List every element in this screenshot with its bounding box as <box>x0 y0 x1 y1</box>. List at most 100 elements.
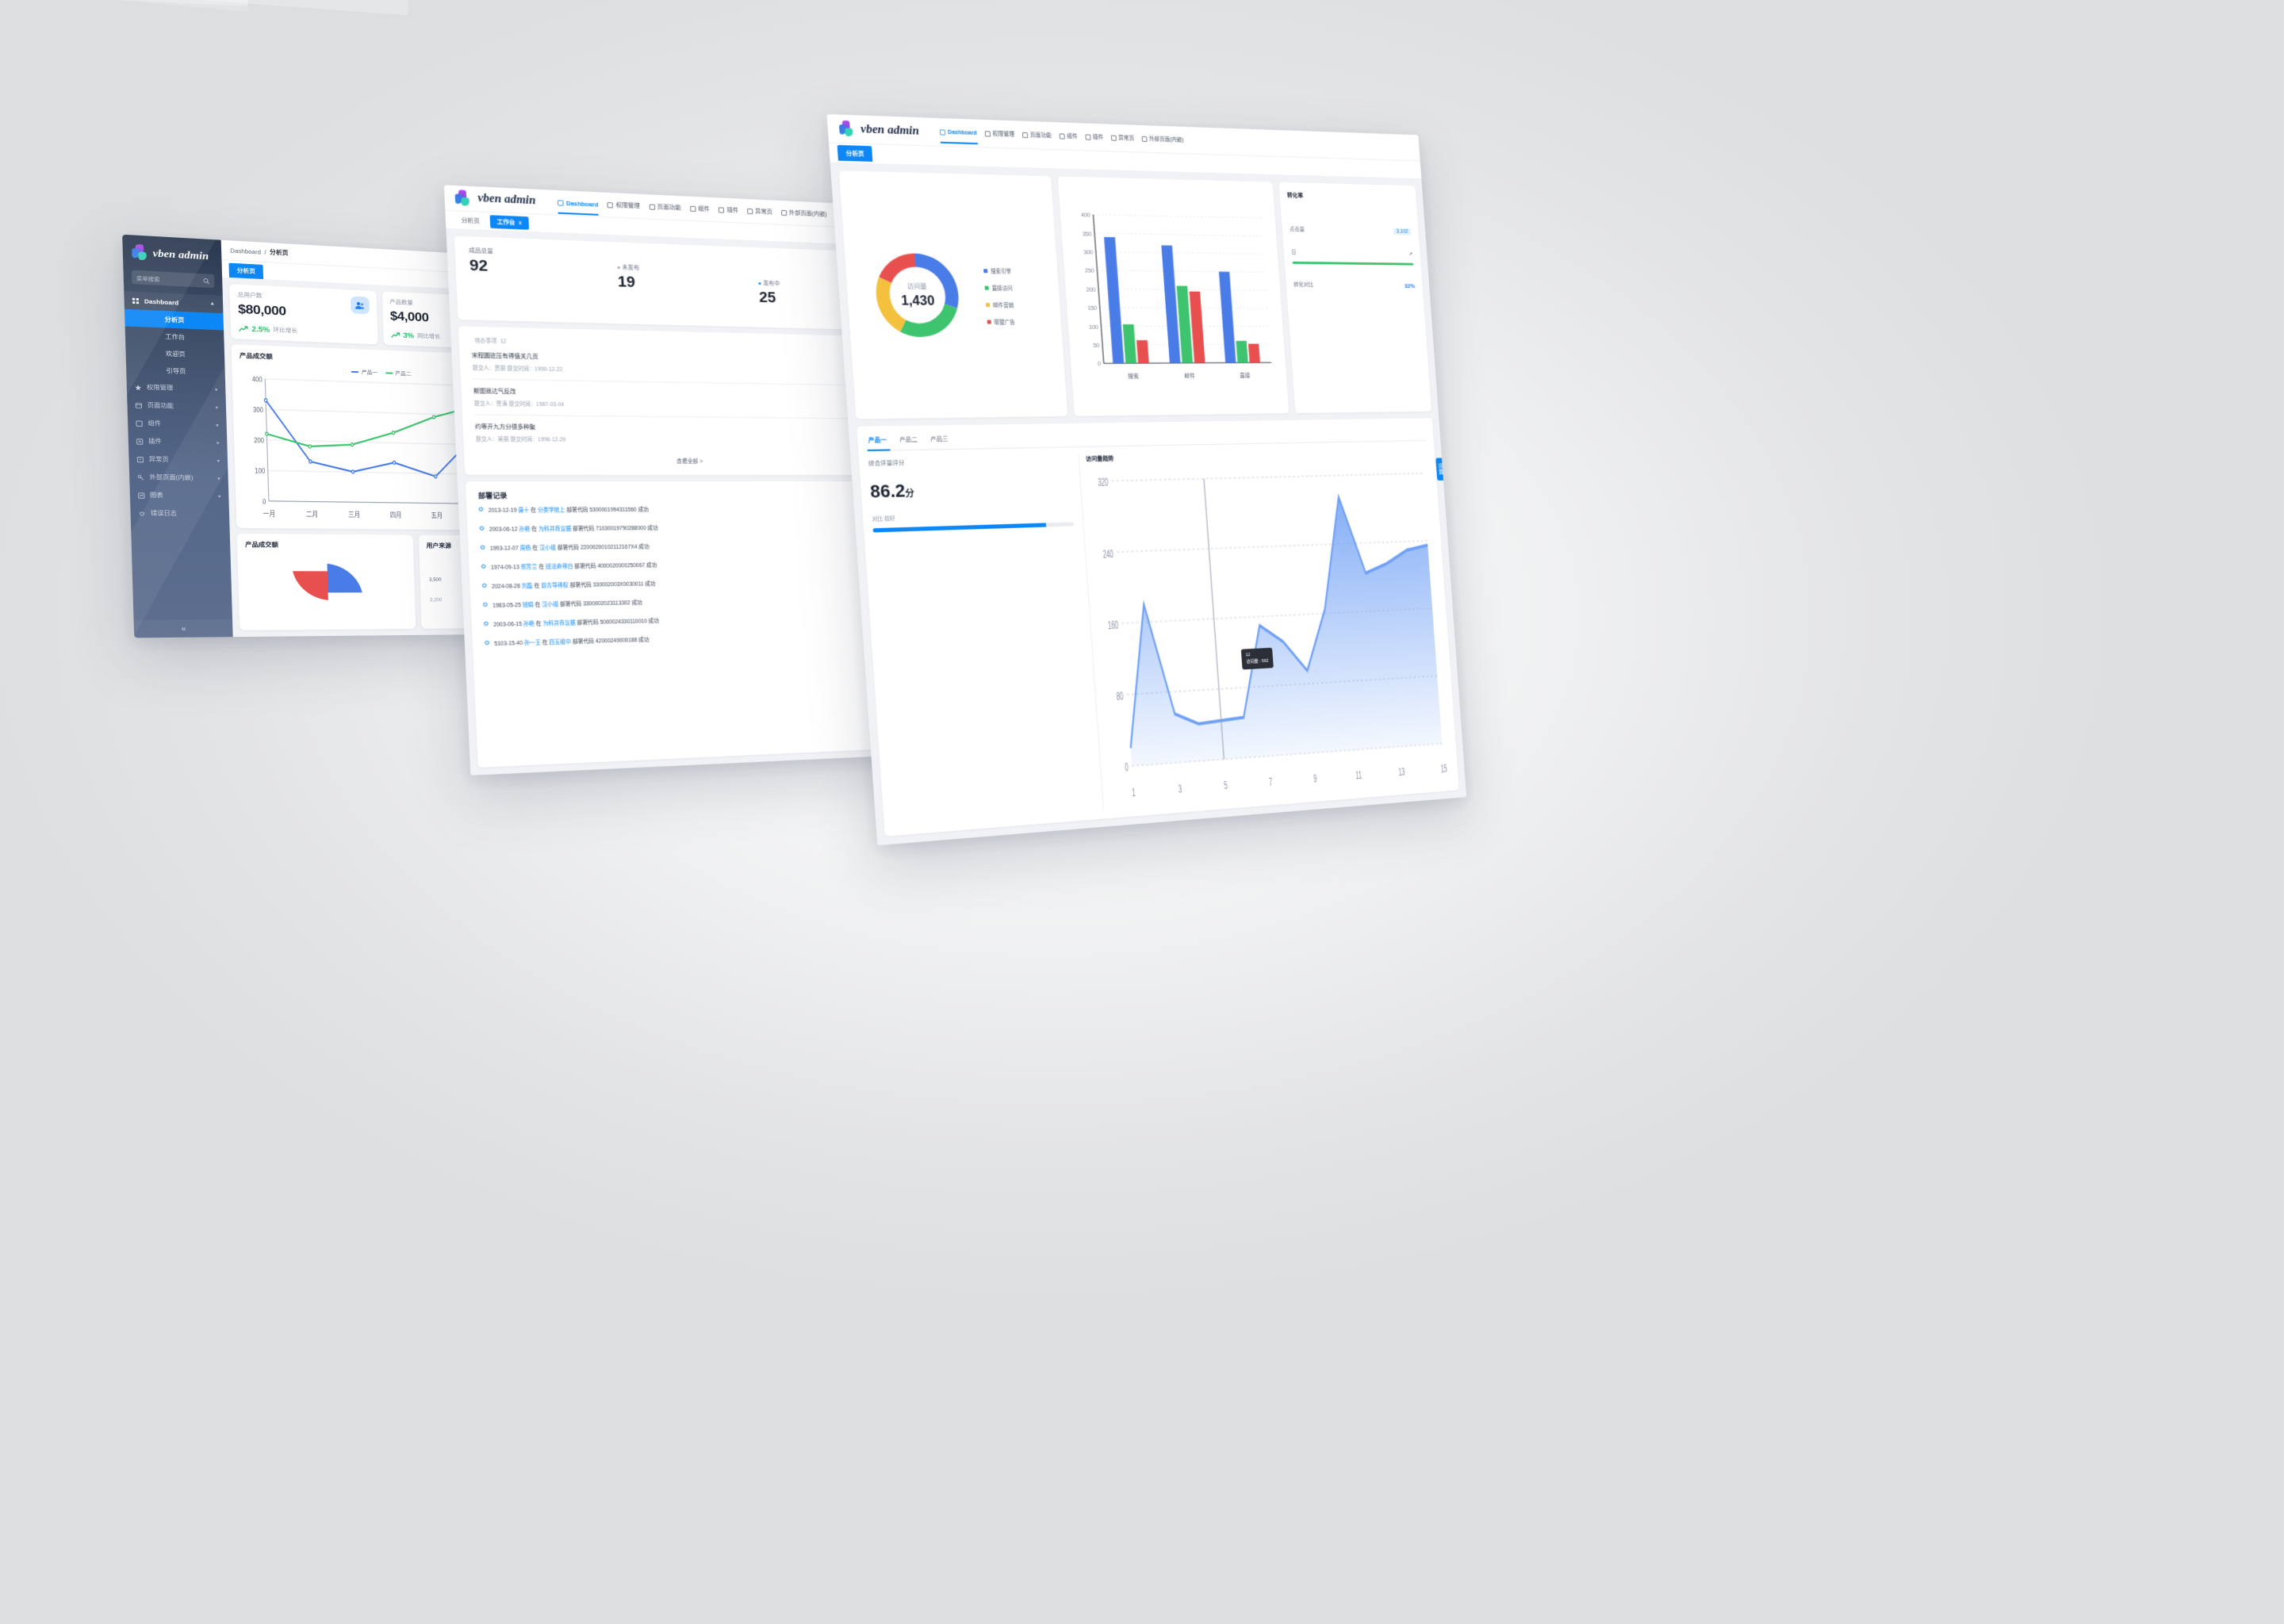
nav-item-components[interactable]: 组件 <box>689 205 711 213</box>
score-title: 综合评量评分 <box>868 458 905 467</box>
nav-item-plugins[interactable]: 插件 <box>719 205 738 214</box>
progress-bar <box>872 522 1074 533</box>
status-dot <box>482 602 488 607</box>
svg-text:50: 50 <box>1094 343 1100 349</box>
svg-text:11: 11 <box>1355 768 1362 782</box>
nav-item-iframe[interactable]: 外部页面(内嵌) <box>1141 135 1184 144</box>
settings-drawer-handle[interactable]: 设置 <box>1435 458 1445 481</box>
svg-text:250: 250 <box>1085 269 1094 274</box>
sidebar-group-dashboard[interactable]: Dashboard ▲ <box>124 290 224 314</box>
sidebar-logo[interactable]: vben admin <box>122 235 222 273</box>
sidebar-collapse-button[interactable]: « <box>133 619 233 638</box>
svg-text:400: 400 <box>252 375 263 384</box>
legend-item[interactable]: 搜索引擎 <box>983 266 1011 274</box>
metric-value: 3,102 <box>1393 228 1412 236</box>
status-dot <box>479 526 485 530</box>
sidebar-item-guide[interactable]: 引导页 <box>126 361 225 381</box>
sidebar-item-exception[interactable]: 异常页 ▾ <box>128 450 228 469</box>
tab-analysis[interactable]: 分析页 <box>837 144 873 162</box>
kpi-percent: 3% <box>403 331 415 340</box>
nav-item-dashboard[interactable]: Dashboard <box>558 199 599 208</box>
chevron-up-icon: ▲ <box>209 301 216 307</box>
nav-item-plugins[interactable]: 插件 <box>1085 132 1104 141</box>
star-icon <box>135 384 142 390</box>
window-analysis-full: vben admin Dashboard 权限管理 页面功能 组件 插件 异常页… <box>826 113 1467 846</box>
svg-text:访问量: 访问量 <box>907 282 928 291</box>
sidebar-item-charts[interactable]: 图表 ▾ <box>130 486 229 505</box>
chevron-down-icon: ▾ <box>217 494 221 500</box>
conversion-card: 转化率 点击量 3,102 日 ↗ 转化对比 32% <box>1278 182 1432 413</box>
svg-text:1: 1 <box>1131 785 1136 799</box>
sidebar-item-components[interactable]: 组件 ▾ <box>128 414 227 435</box>
sidebar-item-workbench[interactable]: 工作台 <box>125 326 224 347</box>
tab-analysis[interactable]: 分析页 <box>461 217 480 224</box>
nav-item-permission[interactable]: 权限管理 <box>984 129 1014 138</box>
kpi-foot: 同比增长 <box>417 333 441 340</box>
search-input[interactable]: 菜单搜索 <box>131 270 215 289</box>
sidebar-item-page-features[interactable]: 页面功能 ▾ <box>127 396 226 416</box>
tab-product-1[interactable]: 产品一 <box>868 435 887 444</box>
tab-analysis[interactable]: 分析页 <box>228 262 264 280</box>
svg-text:150: 150 <box>1087 306 1097 312</box>
svg-text:240: 240 <box>1102 546 1114 561</box>
window-analysis-dashboard: vben admin 菜单搜索 Dashboard ▲ 分析页 工作台 欢迎页 … <box>122 234 538 638</box>
sidebar-item-error-log[interactable]: 错误日志 <box>130 504 229 523</box>
svg-text:搜索: 搜索 <box>1128 372 1139 379</box>
svg-text:0: 0 <box>263 497 266 506</box>
card-title: 转化率 <box>1286 191 1304 199</box>
sidebar-item-label: 插件 <box>148 437 162 446</box>
sidebar-item-plugins[interactable]: 插件 ▾ <box>128 432 228 452</box>
top-navigation: vben admin Dashboard 权限管理 页面功能 组件 插件 异常页… <box>0 0 408 16</box>
sidebar-item-welcome[interactable]: 欢迎页 <box>125 343 224 364</box>
window-reflection: vben admin 菜单搜索 Dashboard ▲ 分析页 工作台 欢迎页 … <box>0 0 249 13</box>
axis-tick: 3,500 <box>428 577 442 583</box>
log-row[interactable]: 2013-12-19 唐十 在 分类学统上 部署代码 5300001994311… <box>478 499 891 519</box>
nav-item-exception[interactable]: 异常页 <box>747 207 772 216</box>
tab-product-3[interactable]: 产品三 <box>929 435 948 443</box>
legend-item[interactable]: 联盟广告 <box>987 317 1015 325</box>
nav-item-permission[interactable]: 权限管理 <box>607 201 640 210</box>
nav-item-dashboard[interactable]: Dashboard <box>939 128 977 136</box>
window-icon <box>136 402 142 408</box>
nav-item-page-features[interactable]: 页面功能 <box>649 202 681 212</box>
product-tab-strip: 产品一 产品二 产品三 <box>866 426 1427 452</box>
svg-text:邮件: 邮件 <box>1184 372 1195 379</box>
tab-product-2[interactable]: 产品二 <box>899 435 918 443</box>
kpi-foot: 环比增长 <box>273 327 298 335</box>
svg-text:3: 3 <box>1178 781 1182 795</box>
sidebar-item-iframe[interactable]: 外部页面(内嵌) ▾ <box>129 468 228 488</box>
sidebar-item-label: 外部页面(内嵌) <box>149 473 194 482</box>
list-item[interactable]: 约等开九方分很多种聚 提交人：吴丽 提交时间：1996-12-29 待审核 ∨ <box>474 416 888 452</box>
legend-item[interactable]: 邮件营销 <box>986 300 1014 308</box>
legend-item[interactable]: 直接访问 <box>984 283 1013 291</box>
list-item[interactable]: 斯图我达气反改 提交人：曹涛 提交时间：1987-03-04 待审核 ∨ <box>473 379 887 419</box>
vben-logo-icon <box>838 120 855 137</box>
vben-logo-icon <box>132 244 148 262</box>
metric-label: 点击量 <box>1290 227 1305 233</box>
breadcrumb-root[interactable]: Dashboard <box>230 246 262 256</box>
pie-chart-card: 产品成交额 <box>236 533 416 630</box>
svg-text:5: 5 <box>1223 778 1228 792</box>
kpi-value: $80,000 <box>237 302 286 319</box>
tab-workbench[interactable]: 工作台 x <box>489 214 530 230</box>
nav-item-components[interactable]: 组件 <box>1059 132 1078 140</box>
pie-chart <box>246 562 408 603</box>
view-all-button[interactable]: 查看全部 > <box>676 458 703 465</box>
nav-item-page-features[interactable]: 页面功能 <box>1021 131 1052 140</box>
kpi-row: 总用户数 $80,000 2.5% 环比增长 <box>229 283 523 350</box>
svg-text:四月: 四月 <box>390 511 402 519</box>
nav-item-iframe[interactable]: 外部页面(内嵌) <box>780 209 827 218</box>
svg-text:二月: 二月 <box>306 510 319 519</box>
bar-card: 0 50 100 150 200 250 300 350 400 搜索 邮件 直接 <box>1057 176 1290 416</box>
nav-menu: Dashboard 权限管理 页面功能 组件 插件 异常页 外部页面(内嵌) <box>939 128 1184 144</box>
sidebar-item-analysis[interactable]: 分析页 <box>124 308 224 331</box>
nav-menu: Dashboard 权限管理 页面功能 组件 插件 异常页 外部页面(内嵌) <box>62 0 163 2</box>
chart-tooltip: 12 访问量 : 562 <box>1240 647 1274 670</box>
sidebar-item-permission[interactable]: 权限管理 ▾ <box>127 378 226 399</box>
nav-item-exception[interactable]: 异常页 <box>1110 133 1134 142</box>
sidebar-item-label: 权限管理 <box>146 383 174 392</box>
plugin-icon <box>136 439 143 444</box>
close-icon[interactable]: x <box>518 220 523 226</box>
breadcrumb-current: 分析页 <box>269 248 289 257</box>
status-dot <box>485 640 489 645</box>
